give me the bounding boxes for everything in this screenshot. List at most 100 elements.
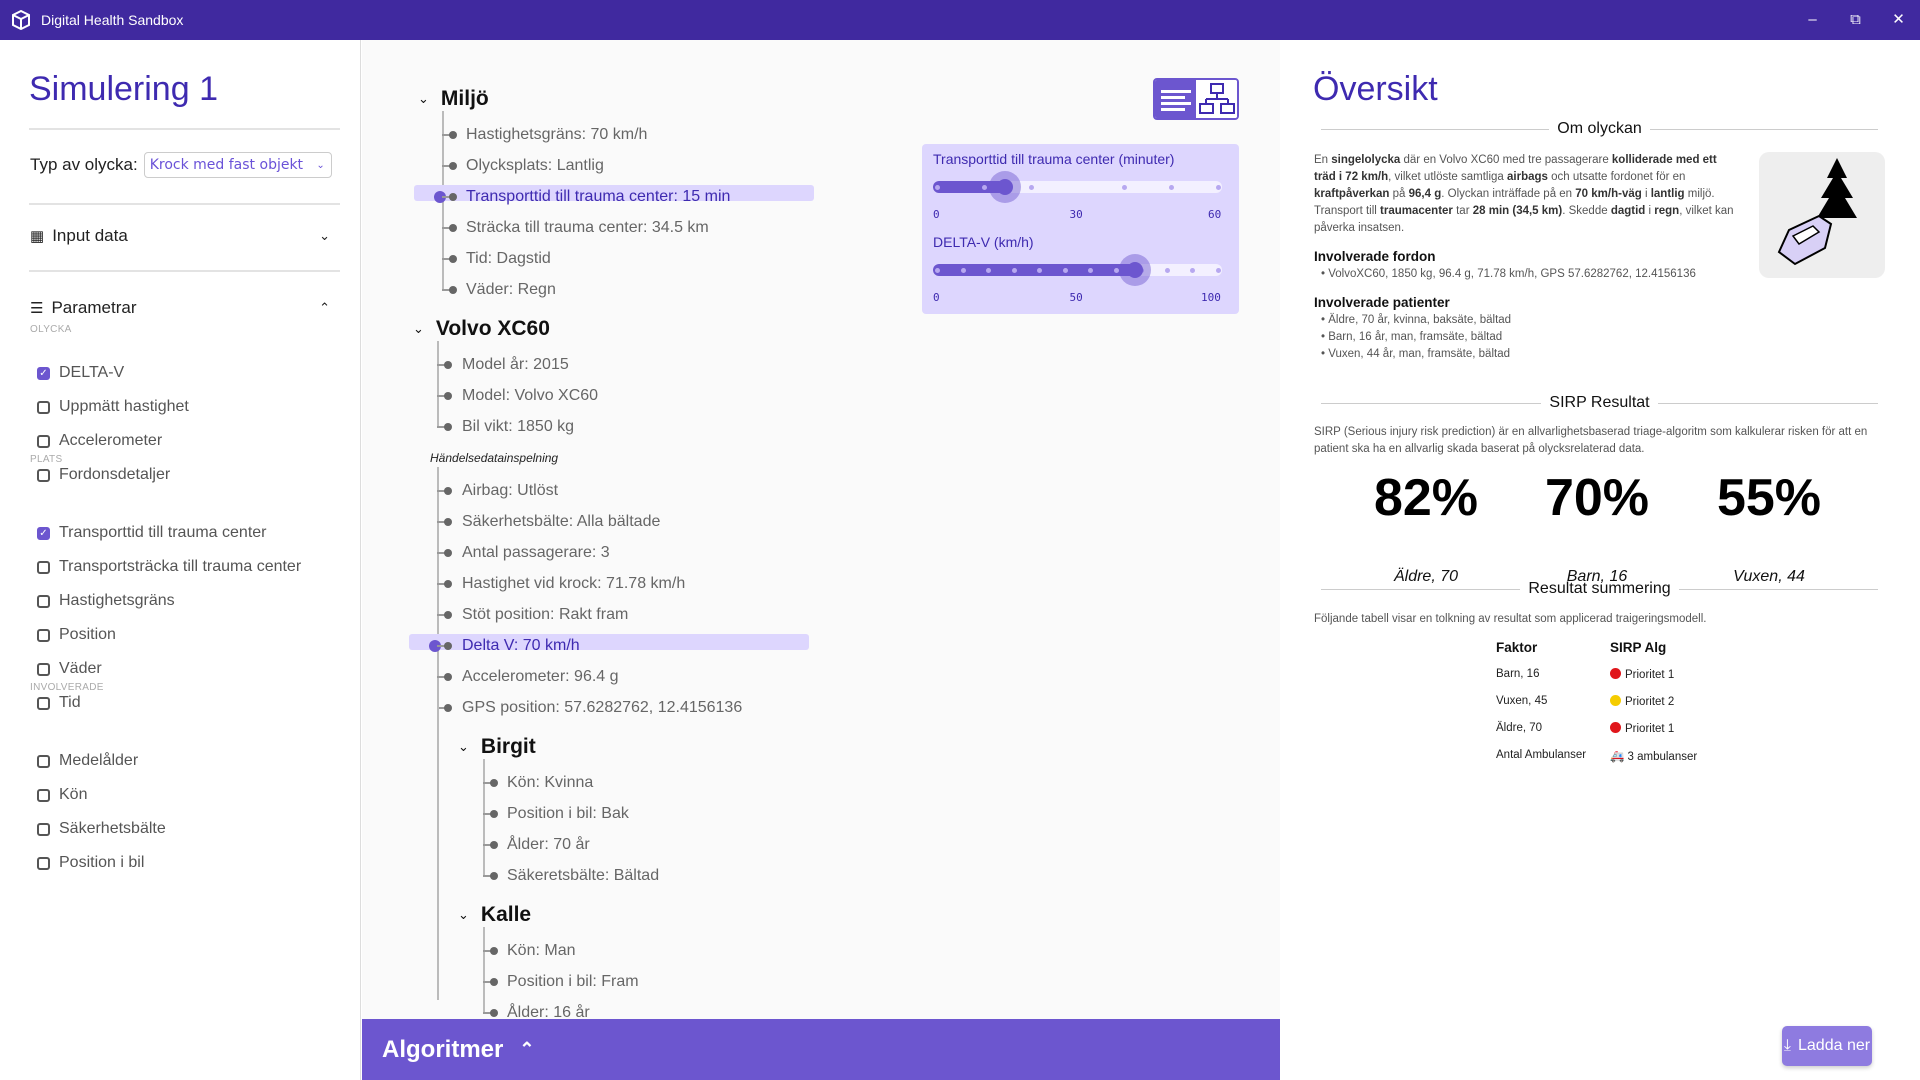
tree-leaf[interactable]: Bil vikt: 1850 kg: [462, 418, 575, 435]
tree-leaf[interactable]: Hastighet vid krock: 71.78 km/h: [462, 575, 686, 592]
tree-branch: [483, 813, 491, 815]
tree-leaf[interactable]: Airbag: Utlöst: [462, 482, 559, 499]
chevron-down-icon[interactable]: ⌄: [458, 739, 469, 754]
chevron-down-icon[interactable]: ⌄: [413, 321, 424, 336]
checkbox-item[interactable]: Tid: [37, 694, 81, 712]
checkbox-item[interactable]: ✓ DELTA-V: [37, 364, 124, 382]
checkbox-item[interactable]: Uppmätt hastighet: [37, 398, 189, 416]
input-data-section[interactable]: ▦ Input data ⌄: [30, 226, 330, 246]
slider-label: DELTA-V (km/h): [933, 234, 1034, 250]
tree-bullet: [444, 487, 452, 495]
checkbox[interactable]: [37, 696, 50, 710]
table-cell-factor: Äldre, 70: [1496, 722, 1543, 734]
tree-leaf[interactable]: Kön: Man: [507, 942, 576, 959]
view-toggle[interactable]: [1153, 78, 1239, 120]
tree-branch: [483, 875, 491, 877]
checkbox[interactable]: [37, 662, 50, 676]
tree-bullet: [444, 642, 452, 650]
accident-type-value: Krock med fast objekt: [149, 157, 304, 173]
checkbox[interactable]: [37, 754, 50, 768]
checkbox[interactable]: [37, 594, 50, 608]
tree-leaf[interactable]: Antal passagerare: 3: [462, 544, 610, 561]
sliders-icon: ☰: [30, 300, 44, 317]
checkbox-item[interactable]: Position: [37, 626, 116, 644]
result-pct: 55%: [1716, 469, 1822, 527]
tree-leaf[interactable]: Tid: Dagstid: [466, 250, 551, 267]
checkbox-item[interactable]: Hastighetsgräns: [37, 592, 175, 610]
slider-step-dot: [1190, 268, 1196, 273]
checkbox[interactable]: ✓: [37, 366, 50, 380]
checkbox-item[interactable]: Fordonsdetaljer: [37, 466, 170, 484]
tree-leaf[interactable]: Delta V: 70 km/h: [462, 637, 580, 654]
chevron-down-icon[interactable]: ⌄: [458, 907, 469, 922]
tree-leaf[interactable]: Model år: 2015: [462, 356, 569, 373]
checkbox[interactable]: [37, 822, 50, 836]
checkbox-item[interactable]: ✓ Transporttid till trauma center: [37, 524, 266, 542]
priority-dot-icon: [1610, 695, 1621, 706]
tree-leaf[interactable]: Ålder: 70 år: [507, 836, 590, 853]
tree-leaf[interactable]: GPS position: 57.6282762, 12.4156136: [462, 699, 743, 716]
tree-bullet: [449, 286, 457, 294]
tree-leaf[interactable]: Position i bil: Bak: [507, 805, 629, 822]
tree-leaf[interactable]: Sträcka till trauma center: 34.5 km: [466, 219, 709, 236]
chevron-down-icon[interactable]: ⌄: [418, 91, 429, 106]
checkbox-item[interactable]: Medelålder: [37, 752, 138, 770]
tree-bullet: [444, 704, 452, 712]
tree-leaf[interactable]: Säkerhetsbälte: Alla bältade: [462, 513, 661, 530]
tree-leaf[interactable]: Ålder: 16 år: [507, 1004, 590, 1019]
tree-leaf[interactable]: Väder: Regn: [466, 281, 556, 298]
tree-leaf[interactable]: Kön: Kvinna: [507, 774, 594, 791]
checkbox-item[interactable]: Väder: [37, 660, 102, 678]
minimize-button[interactable]: –: [1808, 11, 1817, 28]
accident-type-select[interactable]: Krock med fast objekt ⌄: [143, 152, 332, 178]
tree-leaf[interactable]: Position i bil: Fram: [507, 973, 639, 990]
slider-thumb[interactable]: [989, 171, 1022, 203]
tree-branch: [437, 490, 445, 492]
checkbox[interactable]: ✓: [37, 526, 50, 540]
tree-leaf[interactable]: Hastighetsgräns: 70 km/h: [466, 126, 648, 143]
list-view-button[interactable]: [1155, 80, 1196, 118]
tree-leaf[interactable]: Accelerometer: 96.4 g: [462, 668, 619, 685]
tree-leaf[interactable]: Olycksplats: Lantlig: [466, 157, 604, 174]
tree-leaf[interactable]: Stöt position: Rakt fram: [462, 606, 629, 623]
checkbox[interactable]: [37, 400, 50, 414]
checkbox-label: Uppmätt hastighet: [59, 398, 189, 415]
algorithms-label: Algoritmer: [382, 1035, 504, 1063]
priority-dot-icon: [1610, 722, 1621, 733]
slider-track[interactable]: [933, 171, 1222, 203]
accident-type-label: Typ av olycka:: [30, 155, 138, 174]
patient-item: • Vuxen, 44 år, man, framsäte, bältad: [1321, 348, 1510, 360]
tree-node[interactable]: ⌄ Kalle: [458, 903, 531, 927]
checkbox-item[interactable]: Transportsträcka till trauma center: [37, 558, 301, 576]
slider-step-dot: [1028, 185, 1034, 190]
slider-thumb[interactable]: [1119, 254, 1152, 286]
parametrar-section[interactable]: ☰ Parametrar ⌃: [30, 298, 330, 318]
table-cell-factor: Barn, 16: [1496, 668, 1540, 680]
checkbox-item[interactable]: Säkerhetsbälte: [37, 820, 166, 838]
tree-line: [437, 467, 439, 708]
checkbox-item[interactable]: Kön: [37, 786, 87, 804]
tree-leaf[interactable]: Transporttid till trauma center: 15 min: [466, 188, 731, 205]
restore-button[interactable]: ⧉: [1850, 11, 1861, 28]
tree-line: [483, 927, 485, 1013]
checkbox-item[interactable]: Accelerometer: [37, 432, 162, 450]
tree-node[interactable]: ⌄ Miljö: [418, 87, 489, 111]
tree-node[interactable]: ⌄ Volvo XC60: [413, 317, 550, 341]
checkbox[interactable]: [37, 628, 50, 642]
checkbox[interactable]: [37, 560, 50, 574]
tree-leaf[interactable]: Säkeretsbälte: Bältad: [507, 867, 660, 884]
slider-track[interactable]: [933, 254, 1222, 286]
checkbox[interactable]: [37, 788, 50, 802]
download-button[interactable]: ⤓ Ladda ner: [1782, 1026, 1872, 1066]
algorithms-bar[interactable]: Algoritmer ⌃: [362, 1019, 1280, 1080]
tree-leaf[interactable]: Model: Volvo XC60: [462, 387, 599, 404]
checkbox[interactable]: [37, 468, 50, 482]
tree-view-button[interactable]: [1196, 80, 1237, 118]
checkbox[interactable]: [37, 434, 50, 448]
tree-node[interactable]: ⌄ Birgit: [458, 735, 536, 759]
chevron-down-icon: ⌄: [316, 159, 325, 171]
close-button[interactable]: ✕: [1892, 11, 1905, 28]
checkbox-item[interactable]: Position i bil: [37, 854, 144, 872]
grid-add-icon: ▦: [30, 228, 45, 245]
checkbox[interactable]: [37, 856, 50, 870]
